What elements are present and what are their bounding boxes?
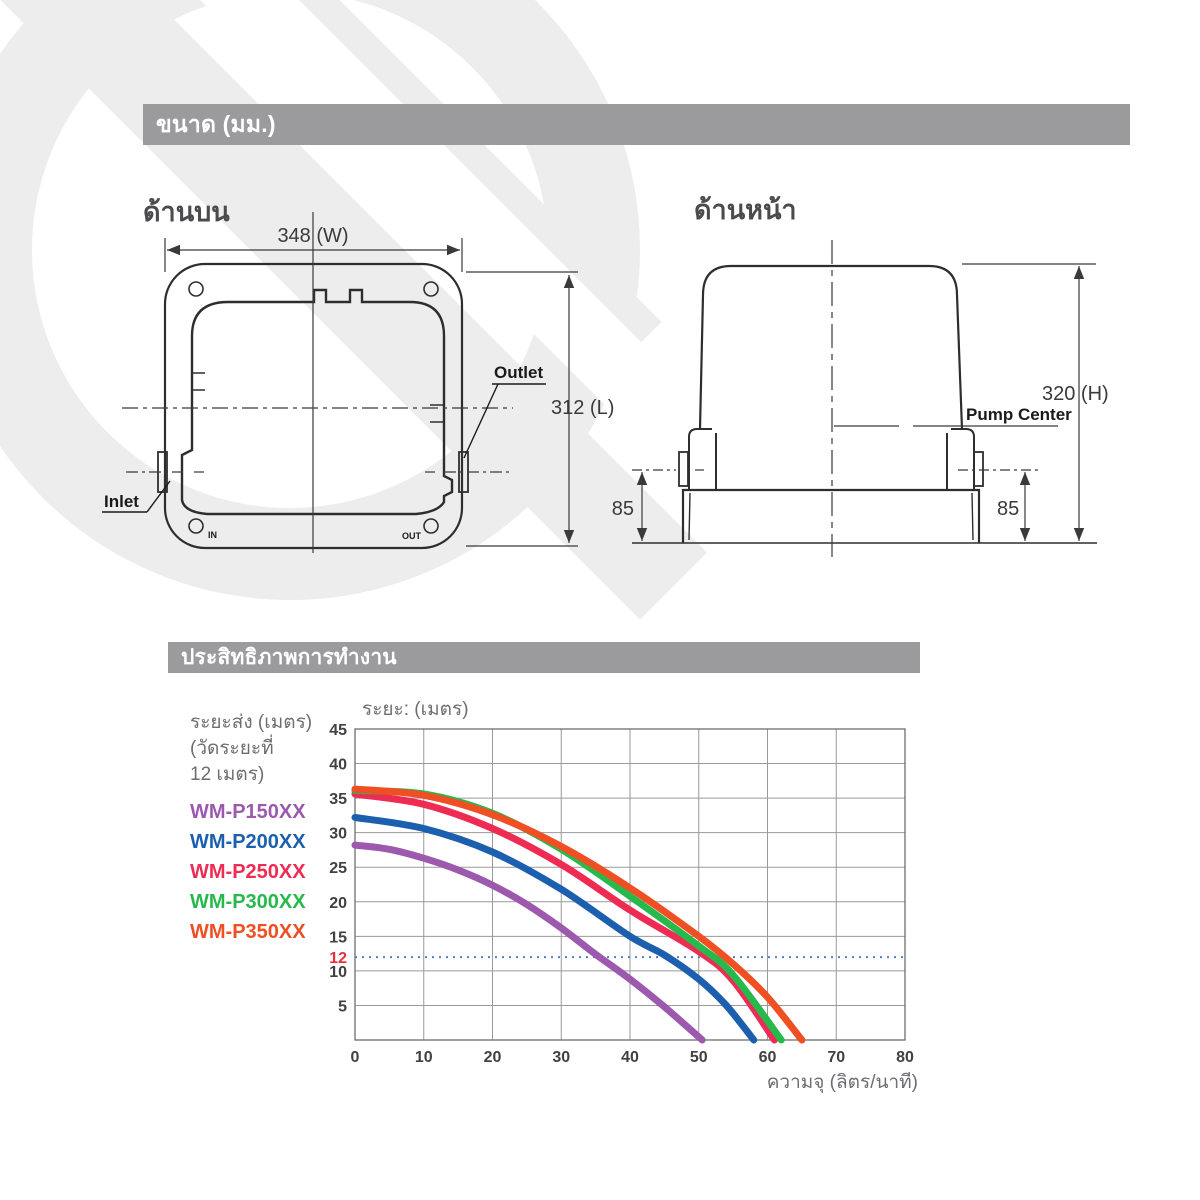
chart-axis-note: ระยะส่ง (เมตร) (วัดระยะที่ 12 เมตร): [190, 710, 312, 788]
section-header-performance: ประสิทธิภาพการทำงาน: [168, 642, 920, 673]
y-tick-label: 35: [329, 791, 347, 808]
x-tick-label: 30: [552, 1049, 570, 1066]
base-outline: [681, 488, 981, 543]
legend-item-WM-P350XX: WM-P350XX: [190, 921, 306, 943]
x-tick-label: 70: [827, 1049, 845, 1066]
pump-center-label: Pump Center: [966, 405, 1072, 424]
legend-item-WM-P300XX: WM-P300XX: [190, 891, 306, 913]
mount-hole: [188, 518, 204, 534]
mount-hole: [188, 281, 204, 297]
y-tick-label: 15: [329, 929, 347, 946]
x-tick-label: 10: [415, 1049, 433, 1066]
legend-item-WM-P250XX: WM-P250XX: [190, 861, 306, 883]
curve-WM-P150XX: [351, 841, 706, 1044]
front-view-title: ด้านหน้า: [694, 195, 797, 225]
section-title-performance: ประสิทธิภาพการทำงาน: [181, 646, 397, 669]
inlet-leader-line: [146, 480, 171, 513]
top-view-length-dim: 312 (L): [551, 397, 614, 419]
top-view-drawing: 348 (W) 312 (L) Outlet Inlet IN OUT: [102, 212, 614, 553]
section-title-dimensions: ขนาด (มม.): [156, 110, 276, 137]
left-port: [678, 451, 689, 487]
axis-note-line: 12 เมตร): [190, 764, 265, 785]
axis-note-line: ระยะส่ง (เมตร): [190, 712, 313, 733]
outlet-leader-line: [463, 383, 499, 459]
mount-hole: [423, 281, 439, 297]
outlet-label: Outlet: [494, 363, 543, 382]
pump-model-legend: WM-P150XX WM-P200XX WM-P250XX WM-P300XX WM-P…: [190, 797, 306, 947]
right-85-dim: 85: [997, 498, 1019, 520]
y-tick-label: 10: [329, 964, 347, 981]
right-bracket: [946, 428, 975, 490]
y-tick-label: 45: [329, 722, 347, 739]
front-view-drawing: 320 (H) Pump Center 85 85: [612, 240, 1109, 557]
x-axis-title: ความจุ (ลิตร/นาที): [767, 1071, 918, 1094]
right-port: [973, 451, 984, 487]
inlet-label: Inlet: [104, 492, 139, 511]
axis-note-line: (วัดระยะที่: [190, 738, 274, 759]
y-tick-label: 5: [338, 998, 347, 1015]
x-tick-label: 80: [896, 1049, 914, 1066]
out-marking: OUT: [402, 531, 422, 541]
chart-tick-labels: 5 10 15 20 25 30 35 40 45 12 0 10 20 30 40 50 60 70 80: [329, 722, 914, 1066]
section-header-dimensions: ขนาด (มม.): [143, 104, 1130, 145]
y-tick-label: 30: [329, 826, 347, 843]
top-view-width-dim: 348 (W): [277, 225, 348, 247]
top-view-title: ด้านบน: [143, 197, 230, 227]
performance-chart: 5 10 15 20 25 30 35 40 45 12 0 10 20 30 40 50 60 70 80 ระยะ…: [329, 699, 918, 1094]
y-axis-title: ระยะ: (เมตร): [362, 699, 469, 720]
curve-WM-P250XX: [351, 790, 778, 1044]
x-tick-label: 0: [351, 1049, 360, 1066]
left-bracket: [688, 428, 717, 490]
x-tick-label: 60: [759, 1049, 777, 1066]
front-view-height-dim: 320 (H): [1042, 383, 1109, 405]
legend-item-WM-P150XX: WM-P150XX: [190, 801, 306, 823]
pump-body-outline: [698, 264, 964, 430]
y-tick-label: 20: [329, 895, 347, 912]
left-85-dim: 85: [612, 498, 634, 520]
in-marking: IN: [208, 530, 217, 540]
legend-item-WM-P200XX: WM-P200XX: [190, 831, 306, 853]
curve-WM-P350XX: [351, 785, 806, 1044]
y-tick-label: 40: [329, 757, 347, 774]
x-tick-label: 50: [690, 1049, 708, 1066]
curve-WM-P200XX: [351, 814, 758, 1044]
mount-hole: [423, 518, 439, 534]
x-tick-label: 40: [621, 1049, 639, 1066]
y-tick-label: 25: [329, 860, 347, 877]
x-tick-label: 20: [484, 1049, 502, 1066]
y-tick-label-12: 12: [329, 950, 347, 967]
